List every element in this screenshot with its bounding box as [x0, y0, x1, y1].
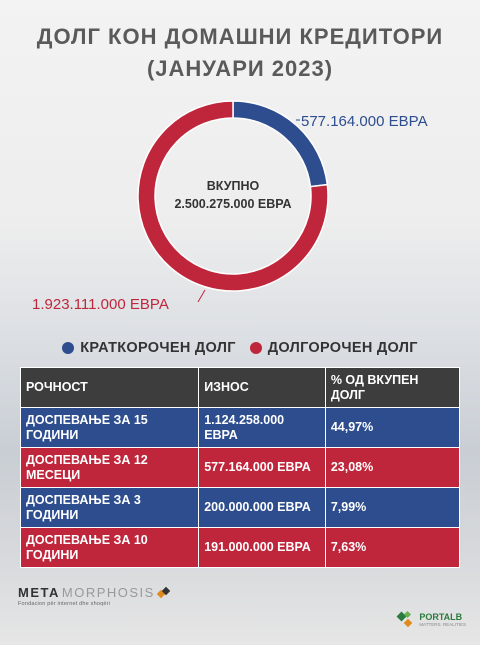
- maturity-table: РОЧНОСТ ИЗНОС % ОД ВКУПЕН ДОЛГ ДОСПЕВАЊЕ…: [19, 367, 461, 568]
- legend-item-long-term: ДОЛГОРОЧЕН ДОЛГ: [249, 340, 418, 356]
- portalb-mark-icon: [396, 610, 413, 628]
- metamorphosis-mark-icon: [156, 586, 171, 598]
- header-percent: % ОД ВКУПЕН ДОЛГ: [324, 367, 461, 408]
- donut-chart: ВКУПНО 2.500.275.000 ЕВРА 577.164.000 ЕВ…: [32, 100, 428, 313]
- cell-amount: 1.124.258.000 ЕВРА: [198, 407, 326, 448]
- legend-dot-blue: [62, 342, 75, 354]
- legend-dot-red: [249, 342, 262, 354]
- center-label: ВКУПНО: [207, 179, 260, 193]
- cell-amount: 200.000.000 ЕВРА: [198, 487, 326, 528]
- header-amount: ИЗНОС: [198, 367, 326, 408]
- cell-maturity: ДОСПЕВАЊЕ ЗА 10 ГОДИНИ: [19, 527, 200, 568]
- header-maturity: РОЧНОСТ: [19, 367, 200, 408]
- legend-label-short-term: КРАТКОРОЧЕН ДОЛГ: [80, 340, 236, 356]
- portalb-tagline: MATTERS. REALITIES: [419, 622, 466, 627]
- meta-tagline: Fondacion për internet dhe shoqëri: [18, 601, 111, 607]
- donut-slice-long-term: [137, 100, 329, 292]
- table-row: ДОСПЕВАЊЕ ЗА 15 ГОДИНИ 1.124.258.000 ЕВР…: [19, 407, 461, 448]
- portalb-name: PORTALB: [419, 612, 463, 622]
- cell-amount: 191.000.000 ЕВРА: [198, 527, 326, 568]
- long-term-value-label: 1.923.111.000 ЕВРА: [32, 296, 169, 313]
- legend-item-short-term: КРАТКОРОЧЕН ДОЛГ: [62, 340, 236, 356]
- table-row: ДОСПЕВАЊЕ ЗА 10 ГОДИНИ 191.000.000 ЕВРА …: [19, 527, 461, 568]
- page-subtitle: (ЈАНУАРИ 2023): [146, 56, 334, 81]
- legend-label-long-term: ДОЛГОРОЧЕН ДОЛГ: [267, 340, 418, 356]
- meta-logo-bold: META: [18, 585, 60, 600]
- cell-percent: 7,99%: [324, 487, 461, 528]
- center-value: 2.500.275.000 ЕВРА: [174, 197, 291, 211]
- short-term-value-label: 577.164.000 ЕВРА: [301, 113, 428, 130]
- cell-maturity: ДОСПЕВАЊЕ ЗА 12 МЕСЕЦИ: [19, 447, 200, 488]
- cell-maturity: ДОСПЕВАЊЕ ЗА 15 ГОДИНИ: [19, 407, 200, 448]
- cell-amount: 577.164.000 ЕВРА: [198, 447, 326, 488]
- table-row: ДОСПЕВАЊЕ ЗА 12 МЕСЕЦИ 577.164.000 ЕВРА …: [19, 447, 461, 488]
- cell-percent: 44,97%: [324, 407, 461, 448]
- table-row: ДОСПЕВАЊЕ ЗА 3 ГОДИНИ 200.000.000 ЕВРА 7…: [19, 487, 461, 528]
- cell-percent: 7,63%: [324, 527, 461, 568]
- long-term-leader-line: [197, 289, 206, 303]
- meta-logo-light: MORPHOSIS: [61, 585, 155, 600]
- metamorphosis-logo: META MORPHOSIS Fondacion për internet dhe…: [18, 585, 171, 607]
- page-title: ДОЛГ КОН ДОМАШНИ КРЕДИТОРИ: [36, 24, 444, 49]
- table-header-row: РОЧНОСТ ИЗНОС % ОД ВКУПЕН ДОЛГ: [19, 367, 461, 408]
- chart-legend: КРАТКОРОЧЕН ДОЛГ ДОЛГОРОЧЕН ДОЛГ: [0, 340, 480, 356]
- cell-maturity: ДОСПЕВАЊЕ ЗА 3 ГОДИНИ: [19, 487, 200, 528]
- cell-percent: 23,08%: [324, 447, 461, 488]
- portalb-logo: PORTALB MATTERS. REALITIES: [395, 610, 466, 630]
